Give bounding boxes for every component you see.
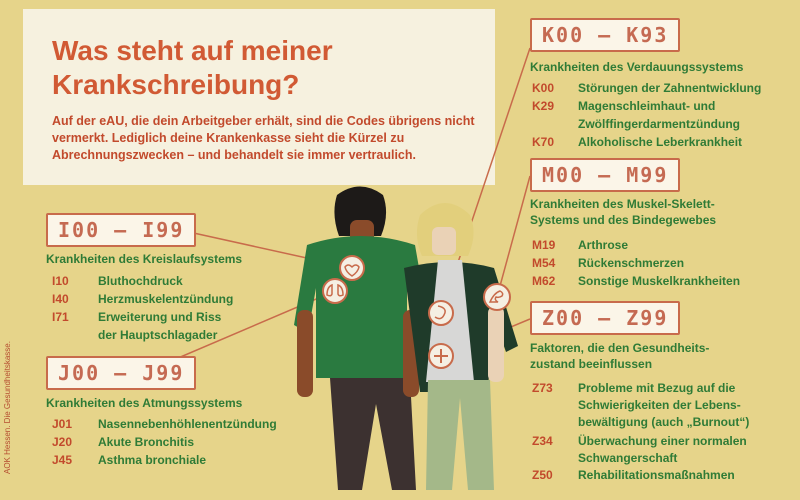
list-item: J20 Akute Bronchitis xyxy=(52,435,195,449)
code-range-k: K00 – K93 xyxy=(530,18,681,52)
list-item: bewältigung (auch „Burnout“) xyxy=(578,415,750,429)
list-item: Z34 Überwachung einer normalen xyxy=(532,434,747,448)
list-item: I10 Bluthochdruck xyxy=(52,274,183,288)
page-title: Was steht auf meiner Krankschreibung? xyxy=(52,35,333,100)
list-item: Z73 Probleme mit Bezug auf die xyxy=(532,381,736,395)
list-item: J45 Asthma bronchiale xyxy=(52,453,207,467)
list-item: Schwierigkeiten der Lebens- xyxy=(578,398,741,412)
list-item: M62 Sonstige Muskelkrankheiten xyxy=(532,274,741,288)
heading-faktoren: Faktoren, die den Gesundheits- zustand b… xyxy=(530,341,710,371)
list-item: I71 Erweiterung und Riss xyxy=(52,310,222,324)
list-item: M54 Rückenschmerzen xyxy=(532,256,685,270)
list-item: Schwangerschaft xyxy=(578,451,678,465)
list-item: K29 Magenschleimhaut- und xyxy=(532,99,716,113)
code-range-m: M00 – M99 xyxy=(530,158,681,192)
heading-muskel: Krankheiten des Muskel-Skelett- Systems … xyxy=(530,197,717,227)
list-item: der Hauptschlagader xyxy=(98,328,218,342)
intro-text: Auf der eAU, die dein Arbeitgeber erhält… xyxy=(52,114,475,162)
list-item: K00 Störungen der Zahnentwicklung xyxy=(532,81,762,95)
health-cross-icon xyxy=(428,343,454,369)
stomach-icon xyxy=(428,300,454,326)
lungs-icon xyxy=(322,278,348,304)
code-range-i: I00 – I99 xyxy=(46,213,197,247)
list-item: Zwölffingerdarmentzündung xyxy=(578,117,740,131)
heading-verdauung: Krankheiten des Verdauungssystems xyxy=(530,60,744,74)
heading-atmung: Krankheiten des Atmungssystems xyxy=(46,396,243,410)
muscle-icon xyxy=(483,283,511,311)
woman-figure xyxy=(404,203,518,490)
list-item: I40 Herzmuskelentzündung xyxy=(52,292,234,306)
list-item: Z50 Rehabilitationsmaßnahmen xyxy=(532,468,735,482)
list-item: K70 Alkoholische Leberkrankheit xyxy=(532,135,743,149)
list-item: J01 Nasennebenhöhlenentzündung xyxy=(52,417,277,431)
code-range-z: Z00 – Z99 xyxy=(530,301,681,335)
credit-text: AOK Hessen. Die Gesundheitskasse. xyxy=(3,341,12,474)
heart-icon xyxy=(339,255,365,281)
list-item: M19 Arthrose xyxy=(532,238,629,252)
heading-kreislauf: Krankheiten des Kreislaufsystems xyxy=(46,252,243,266)
code-range-j: J00 – J99 xyxy=(46,356,197,390)
header-panel xyxy=(23,9,495,185)
man-figure xyxy=(294,186,429,490)
